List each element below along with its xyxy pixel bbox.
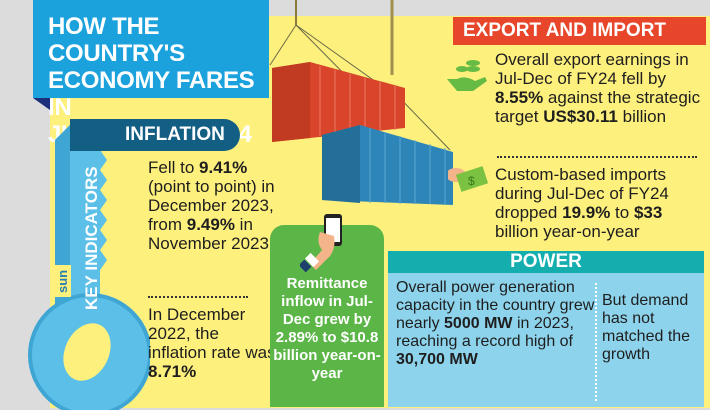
coins-hand-icon	[447, 60, 487, 91]
key-icon: sun KEY INDICATORS	[28, 125, 150, 410]
power-panel	[388, 273, 704, 407]
power-header: POWER	[388, 251, 704, 273]
power-divider	[595, 283, 597, 401]
inflation-main-text: Fell to 9.41% (point to point) in Decemb…	[148, 158, 275, 253]
inflation-previous-text: In December 2022, the inflation rate was…	[148, 305, 276, 381]
power-demand-text: But demand has not matched the growth	[602, 292, 691, 363]
cash-hand-icon: $	[448, 166, 489, 192]
export-import-header: EXPORT AND IMPORT	[453, 17, 706, 45]
shipping-containers-icon	[269, 0, 453, 205]
export-import-divider	[497, 156, 697, 158]
key-indicators-label: KEY INDICATORS	[82, 166, 101, 310]
title-line-2: ECONOMY FARES IN	[48, 67, 255, 121]
inflation-header: INFLATION	[70, 119, 240, 151]
title-line-1: HOW THE COUNTRY'S	[48, 13, 185, 67]
inflation-divider	[148, 296, 248, 298]
title-fold-decoration	[33, 98, 50, 110]
svg-text:$: $	[468, 174, 475, 188]
sun-badge: sun	[55, 270, 70, 293]
remittance-text: Remittance inflow in Jul-Dec grew by 2.8…	[273, 275, 381, 382]
imports-text: Custom-based imports during Jul-Dec of F…	[495, 165, 669, 241]
export-earnings-text: Overall export earnings in Jul-Dec of FY…	[495, 50, 701, 126]
page-title: HOW THE COUNTRY'S ECONOMY FARES IN JUL-D…	[33, 0, 269, 148]
phone-hand-icon	[300, 214, 342, 272]
power-capacity-text: Overall power generation capacity in the…	[396, 279, 595, 368]
